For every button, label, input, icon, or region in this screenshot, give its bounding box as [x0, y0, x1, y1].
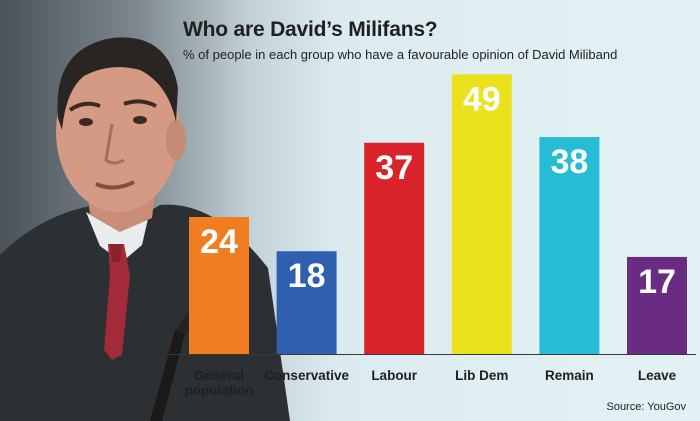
bar-value-label: 24: [200, 223, 238, 261]
category-label: Labour: [371, 368, 417, 383]
bar-5: [627, 256, 687, 354]
bar-4: [539, 137, 600, 354]
category-label: Remain: [545, 368, 594, 383]
category-label: Conservative: [264, 368, 349, 383]
bar-2: [364, 142, 425, 354]
chart-title: Who are David’s Milifans?: [183, 18, 438, 41]
bar-1: [276, 251, 337, 354]
bar-value-label: 18: [288, 257, 326, 295]
bar-value-label: 37: [375, 149, 413, 187]
category-label: General population: [185, 368, 254, 398]
category-label: Lib Dem: [455, 368, 508, 383]
source-note: Source: YouGov: [606, 401, 686, 413]
chart-subtitle: % of people in each group who have a fav…: [183, 47, 618, 62]
bar-value-label: 17: [638, 263, 676, 301]
bar-value-label: 49: [463, 80, 501, 118]
category-label: Leave: [638, 368, 677, 383]
bar-0: [189, 216, 249, 354]
bar-value-label: 38: [550, 143, 588, 181]
bar-3: [451, 74, 512, 354]
